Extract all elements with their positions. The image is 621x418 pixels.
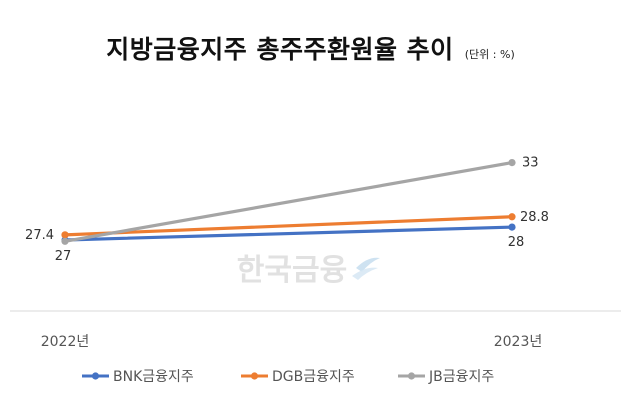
data-label-bnk-1: 27 xyxy=(55,249,72,264)
chart-title-row: 지방금융지주 총주주환원율 추이 (단위 : %) xyxy=(0,30,621,66)
legend-marker-bnk xyxy=(91,372,100,380)
data-point-jb-2 xyxy=(508,159,516,167)
series-line-dgb xyxy=(63,215,514,237)
legend-label-dgb: DGB금융지주 xyxy=(272,369,355,385)
data-label-jb-2: 33 xyxy=(522,156,539,171)
series-line-jb xyxy=(63,161,514,243)
data-label-dgb-1: 27.4 xyxy=(25,228,54,243)
data-point-bnk-2 xyxy=(508,223,516,231)
legend-item-bnk: BNK금융지주 xyxy=(82,369,194,385)
x-tick-label-1: 2022년 xyxy=(41,334,90,350)
legend-label-jb: JB금융지주 xyxy=(428,369,494,385)
legend-marker-jb xyxy=(407,372,416,380)
chart-title: 지방금융지주 총주주환원율 추이 xyxy=(106,35,454,64)
data-label-dgb-2: 28.8 xyxy=(520,210,549,225)
legend-label-bnk: BNK금융지주 xyxy=(113,369,194,385)
data-point-jb-1 xyxy=(61,237,69,245)
data-label-bnk-2: 28 xyxy=(508,235,525,250)
legend-marker-dgb xyxy=(250,372,259,380)
legend-item-dgb: DGB금융지주 xyxy=(241,369,355,385)
series-line-bnk xyxy=(63,225,514,242)
legend-item-jb: JB금융지주 xyxy=(398,369,494,385)
svg-text:한국금융: 한국금융 xyxy=(237,253,347,288)
data-point-dgb-2 xyxy=(508,213,516,221)
unit-label: (단위 : %) xyxy=(464,48,515,61)
x-tick-label-2: 2023년 xyxy=(494,334,543,350)
data-point-dgb-1 xyxy=(61,231,69,239)
watermark: 한국금융 xyxy=(237,253,380,288)
